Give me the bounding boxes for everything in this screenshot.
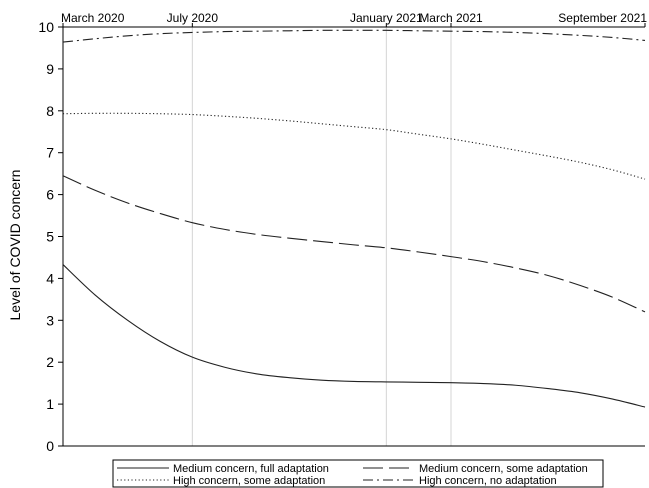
y-tick-label-10: 10 xyxy=(38,19,54,35)
x-tick-label-4: September 2021 xyxy=(558,11,647,25)
legend-label-3: High concern, some adaptation xyxy=(173,475,325,487)
y-tick-label-0: 0 xyxy=(46,438,54,454)
series-line-2 xyxy=(62,175,646,313)
y-tick-label-3: 3 xyxy=(46,312,54,328)
y-tick-label-9: 9 xyxy=(46,61,54,77)
y-axis: 0 1 2 3 4 5 6 7 8 9 10 xyxy=(38,19,63,454)
legend-label-4: High concern, no adaptation xyxy=(419,475,557,487)
legend: Medium concern, full adaptation Medium co… xyxy=(112,459,604,488)
x-tick-label-3: March 2021 xyxy=(419,11,483,25)
y-tick-label-5: 5 xyxy=(46,229,54,245)
y-tick-label-6: 6 xyxy=(46,187,54,203)
y-tick-label-2: 2 xyxy=(46,354,54,370)
series-line-1 xyxy=(62,264,646,408)
x-tick-label-1: July 2020 xyxy=(167,11,219,25)
x-tick-label-0: March 2020 xyxy=(61,11,125,25)
y-axis-label: Level of COVID concern xyxy=(7,170,23,321)
legend-label-2: Medium concern, some adaptation xyxy=(419,463,588,475)
y-tick-label-4: 4 xyxy=(46,270,54,286)
y-tick-label-1: 1 xyxy=(46,396,54,412)
x-tick-label-2: January 2021 xyxy=(350,11,423,25)
series-lines xyxy=(62,29,646,408)
legend-label-1: Medium concern, full adaptation xyxy=(173,463,329,475)
vertical-gridlines xyxy=(191,27,452,446)
legend-box xyxy=(112,459,604,488)
y-tick-label-7: 7 xyxy=(46,145,54,161)
y-tick-label-8: 8 xyxy=(46,103,54,119)
series-line-4 xyxy=(62,29,646,43)
